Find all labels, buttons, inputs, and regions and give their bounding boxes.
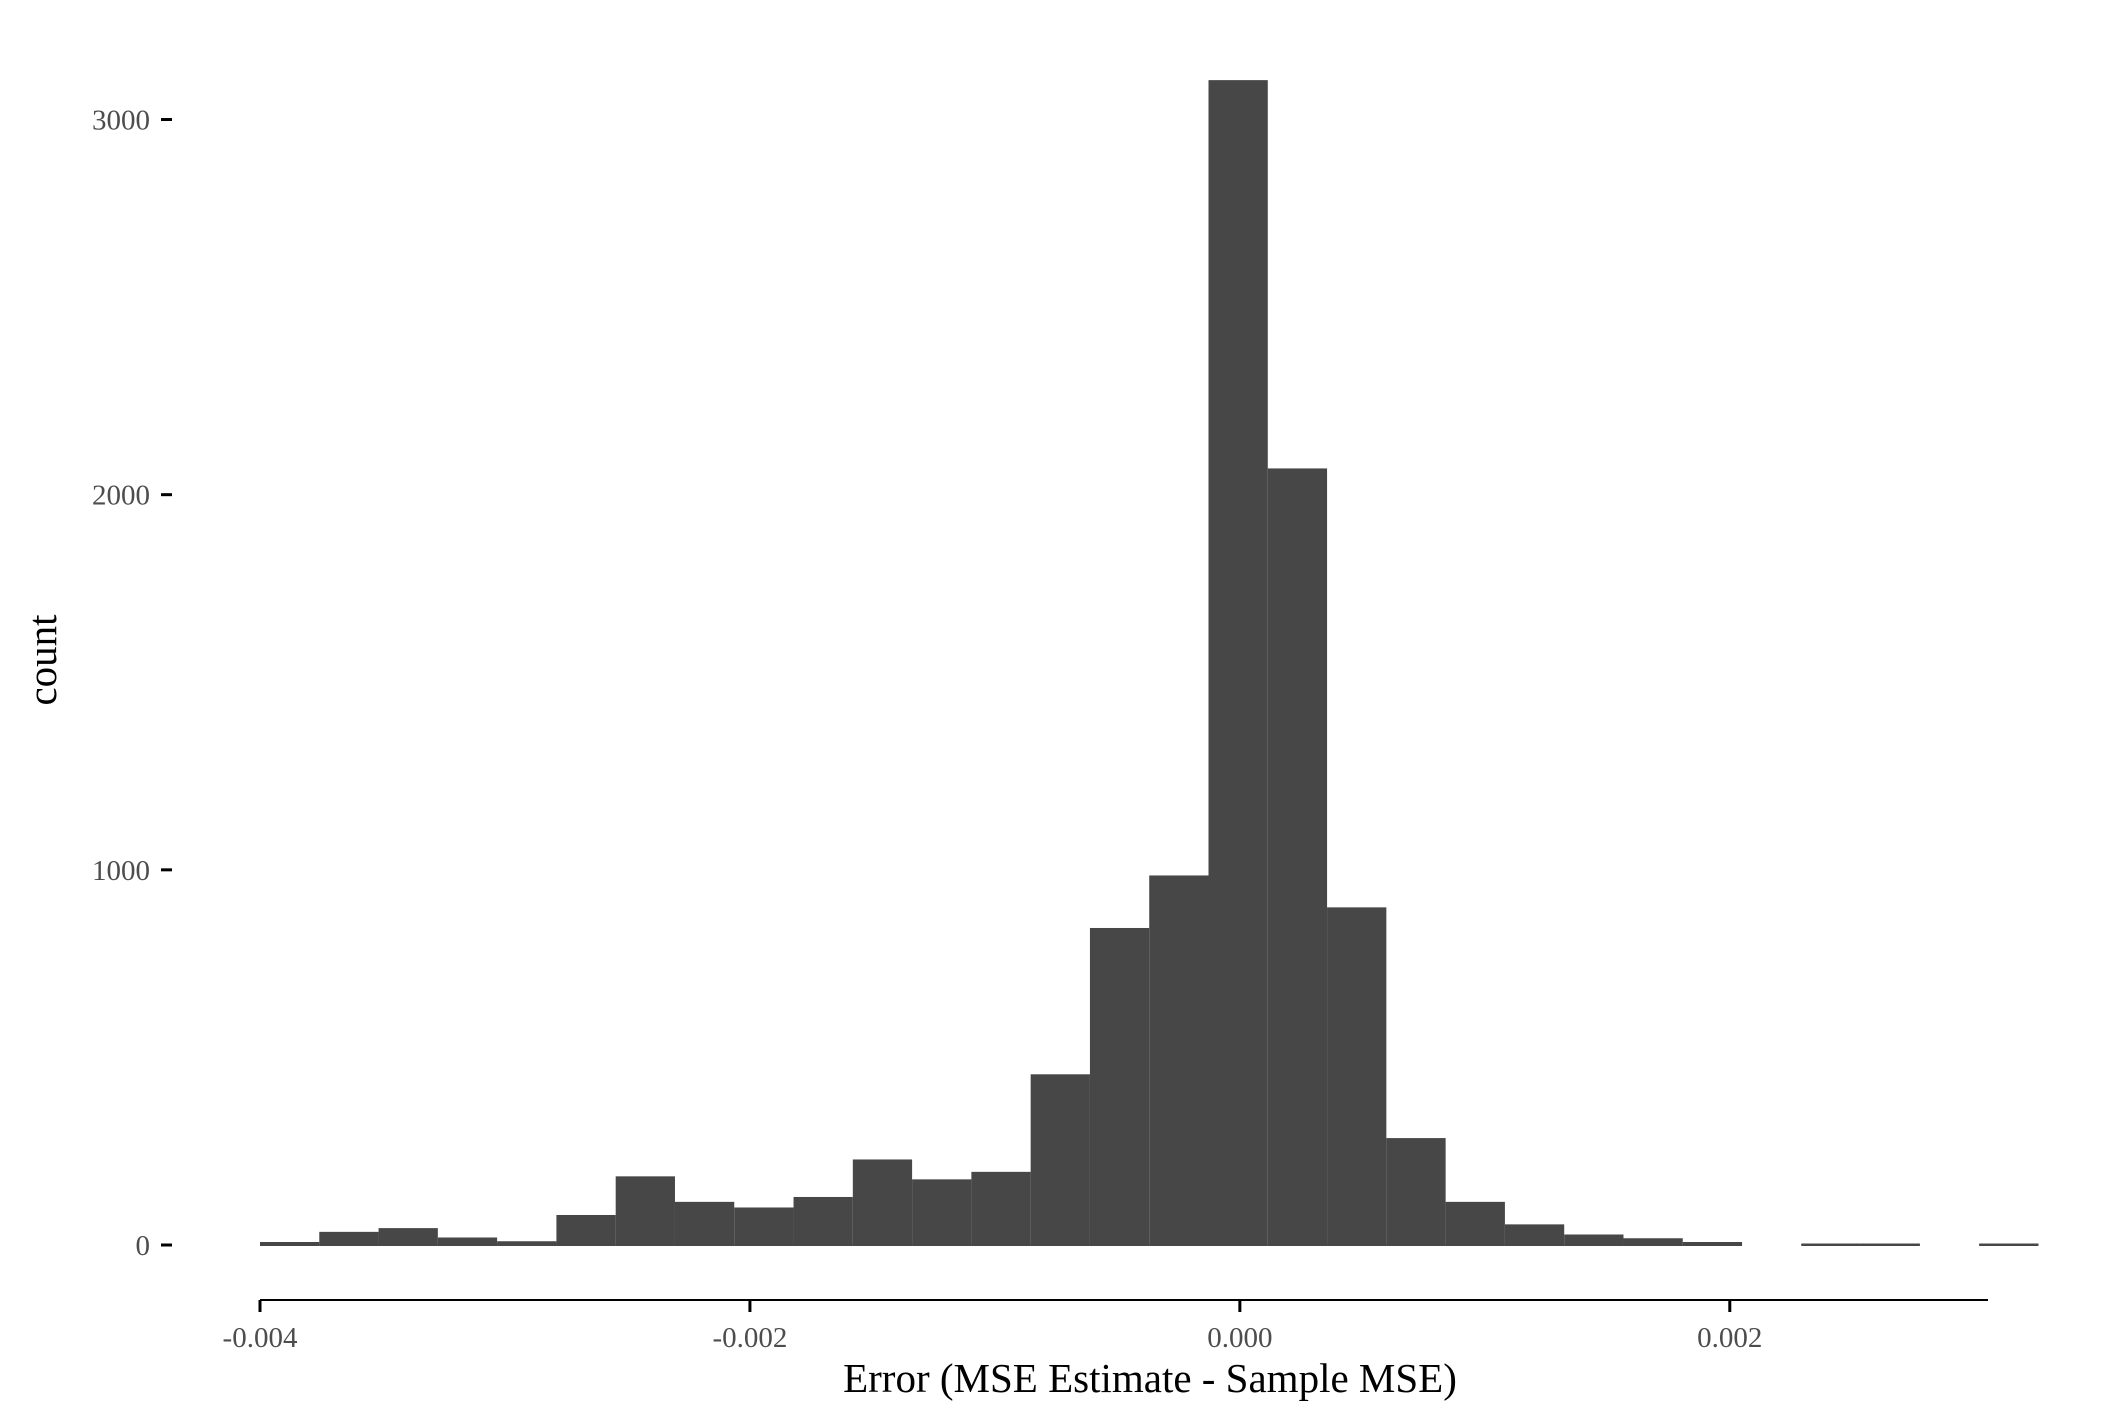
histogram-bar	[615, 1176, 675, 1245]
histogram-bars	[260, 80, 2039, 1246]
x-tick-label: -0.002	[712, 1322, 787, 1354]
histogram-bar	[912, 1179, 972, 1245]
histogram-bar	[1030, 1074, 1090, 1245]
histogram-bar	[1682, 1241, 1743, 1245]
histogram-bar	[1327, 907, 1387, 1245]
histogram-bar	[793, 1196, 853, 1245]
x-tick-label: 0.000	[1207, 1322, 1272, 1354]
y-tick-label: 2000	[92, 480, 150, 512]
x-tick-label: -0.004	[223, 1322, 298, 1354]
histogram-bar	[1564, 1234, 1624, 1245]
histogram-bar	[1386, 1138, 1446, 1245]
histogram-bar	[319, 1231, 379, 1245]
histogram-bar	[1623, 1238, 1683, 1245]
histogram-bar	[437, 1237, 498, 1245]
histogram-bar	[852, 1159, 913, 1245]
histogram-bar	[971, 1171, 1031, 1245]
x-tick-label: 0.002	[1697, 1322, 1762, 1354]
y-tick-label: 3000	[92, 105, 150, 137]
y-tick-label: 0	[136, 1230, 151, 1262]
histogram-bar	[674, 1201, 735, 1245]
histogram-bar	[1089, 927, 1150, 1245]
histogram-bar	[378, 1228, 438, 1245]
x-axis-title: Error (MSE Estimate - Sample MSE)	[843, 1355, 1457, 1401]
histogram-bar	[1208, 80, 1268, 1246]
histogram-bar	[497, 1241, 557, 1245]
y-tick-label: 1000	[92, 855, 150, 887]
histogram-bar	[556, 1214, 616, 1245]
x-axis: -0.004 -0.002 0.000 0.002	[223, 1299, 1988, 1354]
histogram-bar	[1267, 468, 1328, 1245]
y-axis-title: count	[19, 614, 65, 706]
histogram-bar	[1149, 875, 1209, 1245]
histogram-bar	[1445, 1201, 1505, 1245]
histogram-bar	[260, 1241, 320, 1245]
y-axis: 0 1000 2000 3000	[92, 105, 172, 1262]
histogram-bar	[734, 1207, 794, 1245]
histogram-bar	[1504, 1224, 1565, 1245]
